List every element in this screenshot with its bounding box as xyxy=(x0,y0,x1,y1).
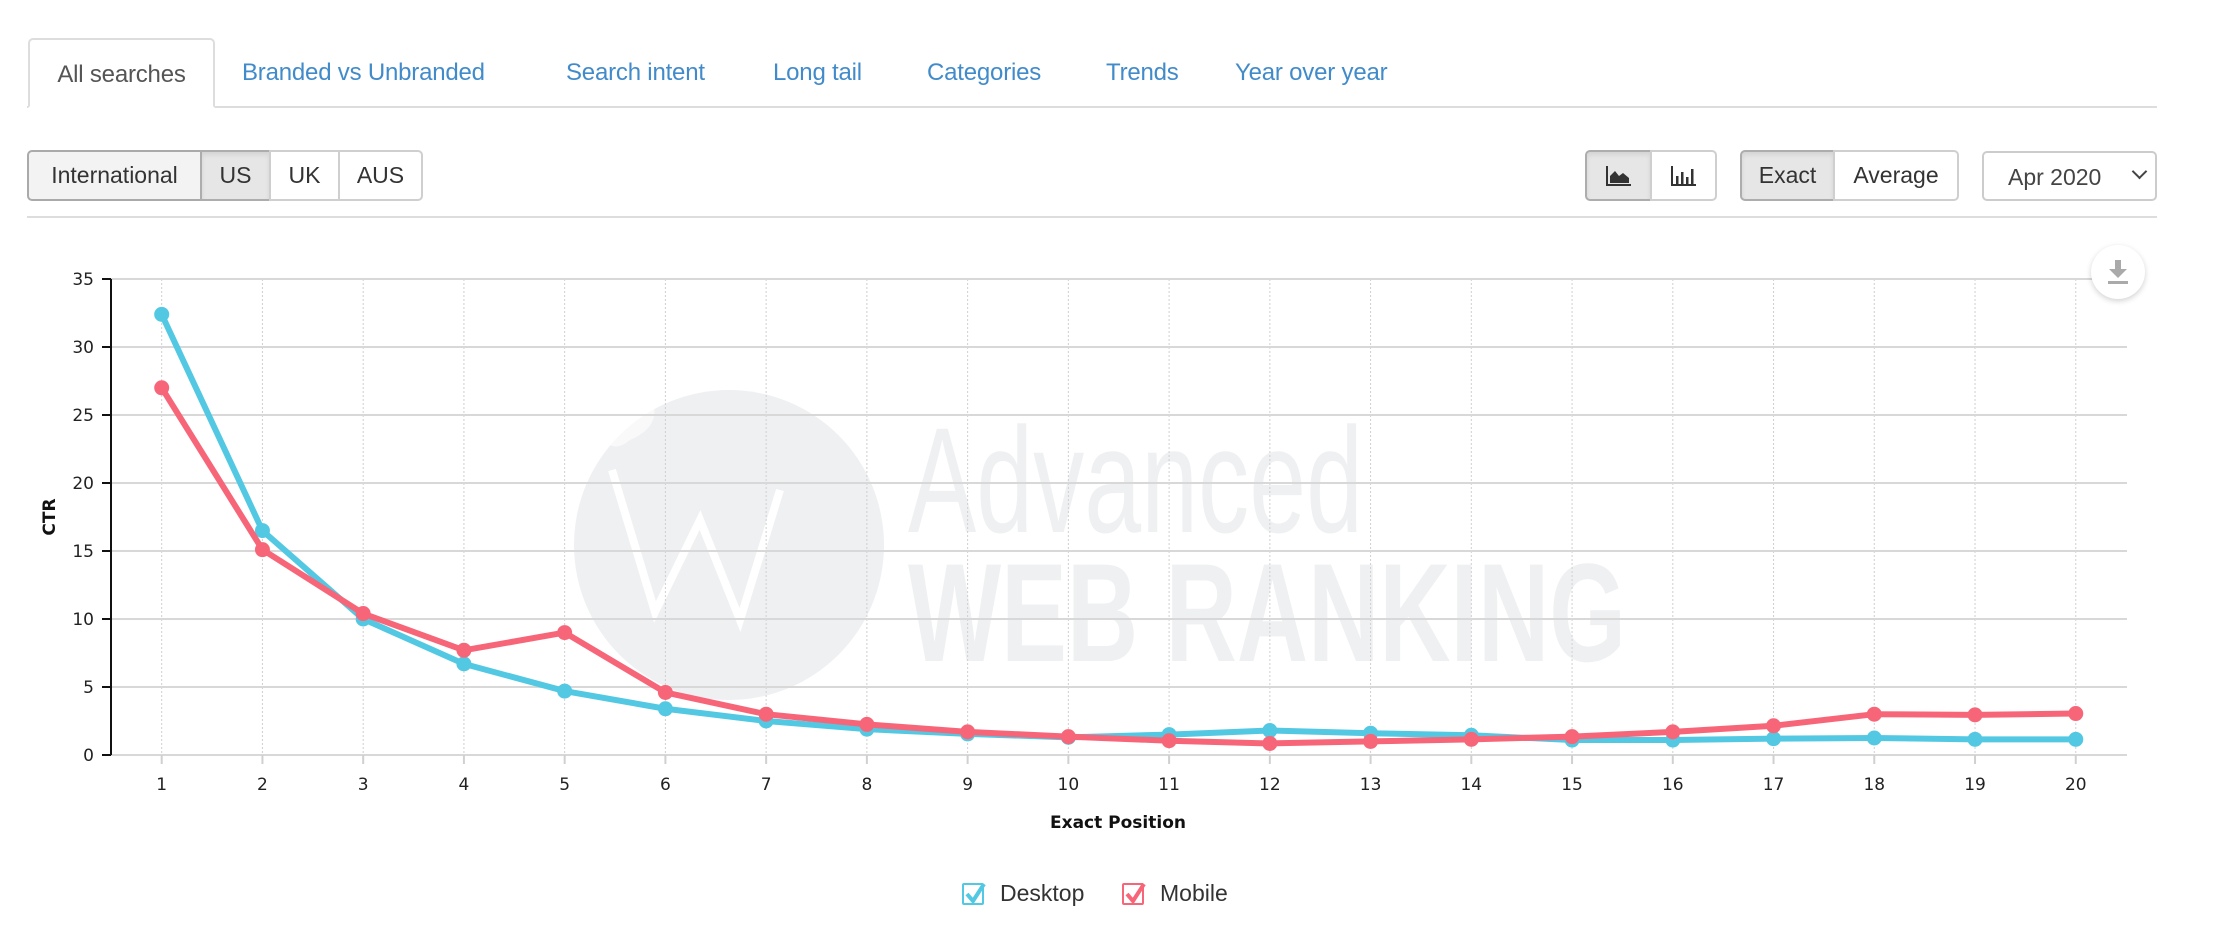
svg-text:8: 8 xyxy=(861,775,872,795)
svg-text:4: 4 xyxy=(459,775,470,795)
svg-text:6: 6 xyxy=(660,775,671,795)
tab-trends[interactable]: Trends xyxy=(1106,59,1179,86)
svg-text:12: 12 xyxy=(1259,775,1281,795)
globe-icon xyxy=(574,390,884,700)
svg-text:30: 30 xyxy=(72,338,94,358)
area-chart-icon xyxy=(1605,165,1631,186)
legend-item-desktop[interactable]: Desktop xyxy=(962,880,1084,907)
legend-label: Desktop xyxy=(1000,880,1085,906)
watermark: Advanced WEB RANKING xyxy=(574,390,1626,700)
svg-text:2: 2 xyxy=(257,775,268,795)
chart-grid xyxy=(111,278,2127,756)
download-button[interactable] xyxy=(2091,245,2145,299)
watermark-line2: WEB RANKING xyxy=(908,534,1626,691)
svg-text:20: 20 xyxy=(2065,775,2087,795)
toolbar-divider xyxy=(27,216,2157,218)
svg-text:25: 25 xyxy=(72,406,94,426)
svg-text:9: 9 xyxy=(962,775,973,795)
region-aus-button[interactable]: AUS xyxy=(338,150,423,201)
tab-search-intent[interactable]: Search intent xyxy=(566,59,705,86)
download-icon xyxy=(2108,260,2128,284)
legend-item-mobile[interactable]: Mobile xyxy=(1122,880,1228,907)
bar-chart-button[interactable] xyxy=(1650,150,1717,201)
svg-text:35: 35 xyxy=(72,270,94,290)
area-chart-button[interactable] xyxy=(1585,150,1652,201)
svg-text:5: 5 xyxy=(559,775,570,795)
svg-text:15: 15 xyxy=(1561,775,1583,795)
mode-button-group: Exact Average xyxy=(1740,150,1959,201)
desktop-checkbox-icon[interactable] xyxy=(962,882,986,905)
svg-text:7: 7 xyxy=(761,775,772,795)
region-uk-button[interactable]: UK xyxy=(269,150,340,201)
region-button-group: International US UK AUS xyxy=(27,150,423,201)
svg-text:15: 15 xyxy=(72,542,94,562)
bar-chart-icon xyxy=(1670,165,1696,186)
tab-categories[interactable]: Categories xyxy=(927,59,1042,86)
svg-text:3: 3 xyxy=(358,775,369,795)
tab-year-over-year[interactable]: Year over year xyxy=(1235,59,1388,86)
date-select[interactable]: Apr 2020 xyxy=(1982,151,2157,201)
svg-text:5: 5 xyxy=(83,678,94,698)
svg-text:16: 16 xyxy=(1662,775,1684,795)
chart-type-button-group xyxy=(1585,150,1717,201)
tab-branded-vs-unbranded[interactable]: Branded vs Unbranded xyxy=(242,59,485,86)
mobile-checkbox-icon[interactable] xyxy=(1122,882,1146,905)
average-button[interactable]: Average xyxy=(1833,150,1959,201)
date-select-value: Apr 2020 xyxy=(2008,164,2102,190)
svg-text:0: 0 xyxy=(83,746,94,766)
svg-text:17: 17 xyxy=(1763,775,1785,795)
watermark-line1: Advanced xyxy=(908,396,1363,564)
svg-text:1: 1 xyxy=(156,775,167,795)
svg-text:10: 10 xyxy=(1058,775,1080,795)
y-axis-label: CTR xyxy=(40,498,60,535)
x-axis-label: Exact Position xyxy=(1050,813,1186,833)
svg-text:19: 19 xyxy=(1964,775,1986,795)
svg-text:10: 10 xyxy=(72,610,94,630)
legend-label: Mobile xyxy=(1160,880,1228,906)
svg-text:18: 18 xyxy=(1863,775,1885,795)
region-international-button[interactable]: International xyxy=(27,150,202,201)
svg-text:14: 14 xyxy=(1460,775,1482,795)
svg-text:13: 13 xyxy=(1360,775,1382,795)
exact-button[interactable]: Exact xyxy=(1740,150,1835,201)
tab-all-searches[interactable]: All searches xyxy=(28,38,215,108)
tab-bar: All searches Branded vs Unbranded Search… xyxy=(27,38,2157,108)
chart-series xyxy=(154,306,2084,751)
svg-text:11: 11 xyxy=(1158,775,1180,795)
svg-text:20: 20 xyxy=(72,474,94,494)
tab-long-tail[interactable]: Long tail xyxy=(773,59,862,86)
